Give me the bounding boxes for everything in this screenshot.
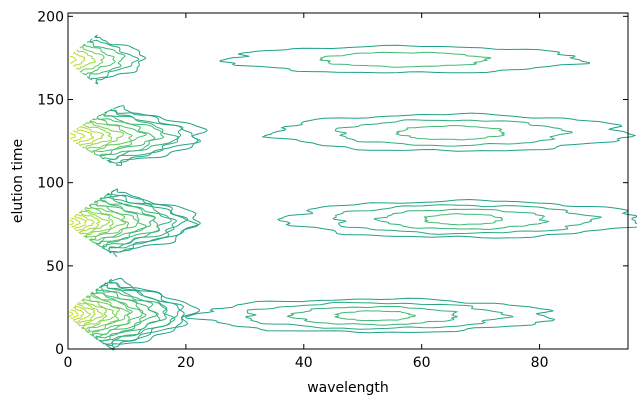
- contour-line: [106, 108, 201, 164]
- contour-line: [102, 192, 177, 251]
- x-axis-ticks: 0 20 40 60 80: [64, 13, 549, 371]
- contour-line: [85, 295, 120, 333]
- contour-line: [92, 118, 147, 155]
- contour-line: [276, 198, 637, 239]
- contour-line: [95, 288, 159, 341]
- x-tick-label: 60: [413, 355, 431, 371]
- contour-line: [69, 219, 74, 226]
- contour-line: [76, 302, 96, 326]
- contour-line: [286, 306, 459, 326]
- y-tick-label: 50: [46, 259, 64, 275]
- contour-line: [86, 295, 131, 334]
- contour-line: [105, 278, 189, 350]
- contour-line: [245, 301, 514, 330]
- contour-line: [69, 132, 76, 140]
- contour-line: [184, 297, 556, 334]
- contour-line: [89, 203, 139, 244]
- contour-line: [78, 211, 101, 235]
- contour-line: [84, 207, 127, 239]
- contour-line: [261, 112, 637, 152]
- x-axis-label: wavelength: [307, 380, 389, 396]
- contour-line: [423, 213, 504, 226]
- x-tick-label: 20: [177, 355, 195, 371]
- contour-line: [78, 126, 105, 147]
- contour-line: [82, 298, 116, 330]
- contour-line: [86, 119, 133, 153]
- y-tick-label: 100: [37, 176, 64, 192]
- contour-line: [104, 109, 184, 164]
- contour-line: [73, 215, 88, 230]
- contour-line: [395, 125, 505, 141]
- contour-line: [74, 213, 95, 232]
- contour-line: [80, 210, 111, 235]
- contour-line: [82, 43, 116, 76]
- contour-line: [79, 46, 105, 73]
- contour-line: [83, 206, 114, 238]
- contour-line: [96, 196, 161, 248]
- contour-line: [76, 127, 95, 144]
- contour-line: [90, 291, 144, 337]
- y-tick-label: 0: [55, 342, 64, 358]
- contour-line: [112, 105, 208, 167]
- y-tick-label: 200: [37, 9, 64, 25]
- contour-line: [373, 208, 551, 230]
- contour-line: [70, 309, 79, 319]
- contour-line: [69, 55, 77, 65]
- contour-line: [76, 48, 96, 70]
- x-tick-label: 0: [64, 355, 73, 371]
- contour-line: [89, 38, 140, 81]
- contour-line: [78, 301, 104, 327]
- x-tick-label: 80: [531, 355, 549, 371]
- contour-line: [332, 204, 602, 235]
- y-tick-label: 150: [37, 92, 64, 108]
- contour-line: [109, 277, 200, 351]
- contour-line: [72, 307, 85, 322]
- contour-line: [86, 41, 126, 80]
- contour-line: [69, 311, 74, 318]
- contour-line: [81, 123, 113, 149]
- y-axis-label: elution time: [10, 139, 26, 223]
- contour-line: [219, 44, 590, 74]
- contour-line: [74, 305, 92, 323]
- plot-frame: [67, 12, 629, 350]
- contour-line: [85, 122, 125, 151]
- contour-line: [334, 119, 573, 147]
- contour-line: [72, 129, 86, 142]
- contour-line: [73, 51, 86, 67]
- contour-line: [102, 111, 180, 161]
- contour-line: [95, 114, 156, 156]
- contour-line: [333, 310, 416, 322]
- x-tick-label: 40: [295, 355, 313, 371]
- contour-line: [319, 51, 492, 68]
- contour-line: [93, 34, 147, 85]
- y-axis-ticks: 0 50 100 150 200: [37, 9, 628, 358]
- contour-lines: [69, 34, 637, 351]
- contour-line: [100, 196, 172, 250]
- contour-line: [70, 217, 81, 228]
- contour-line: [98, 284, 161, 343]
